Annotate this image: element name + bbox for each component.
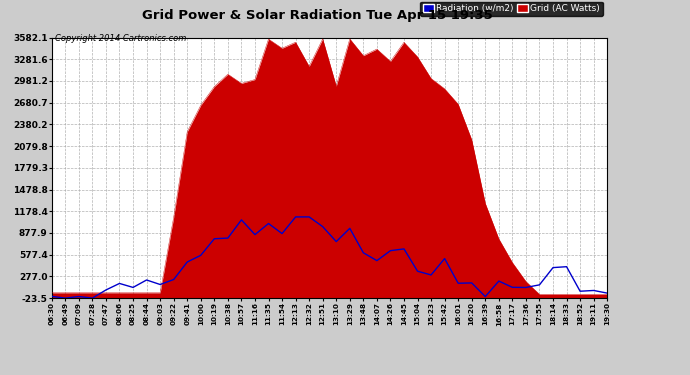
Text: Copyright 2014 Cartronics.com: Copyright 2014 Cartronics.com [55,34,186,43]
Text: Grid Power & Solar Radiation Tue Apr 15 19:35: Grid Power & Solar Radiation Tue Apr 15 … [142,9,493,22]
Legend: Radiation (w/m2), Grid (AC Watts): Radiation (w/m2), Grid (AC Watts) [420,2,602,16]
